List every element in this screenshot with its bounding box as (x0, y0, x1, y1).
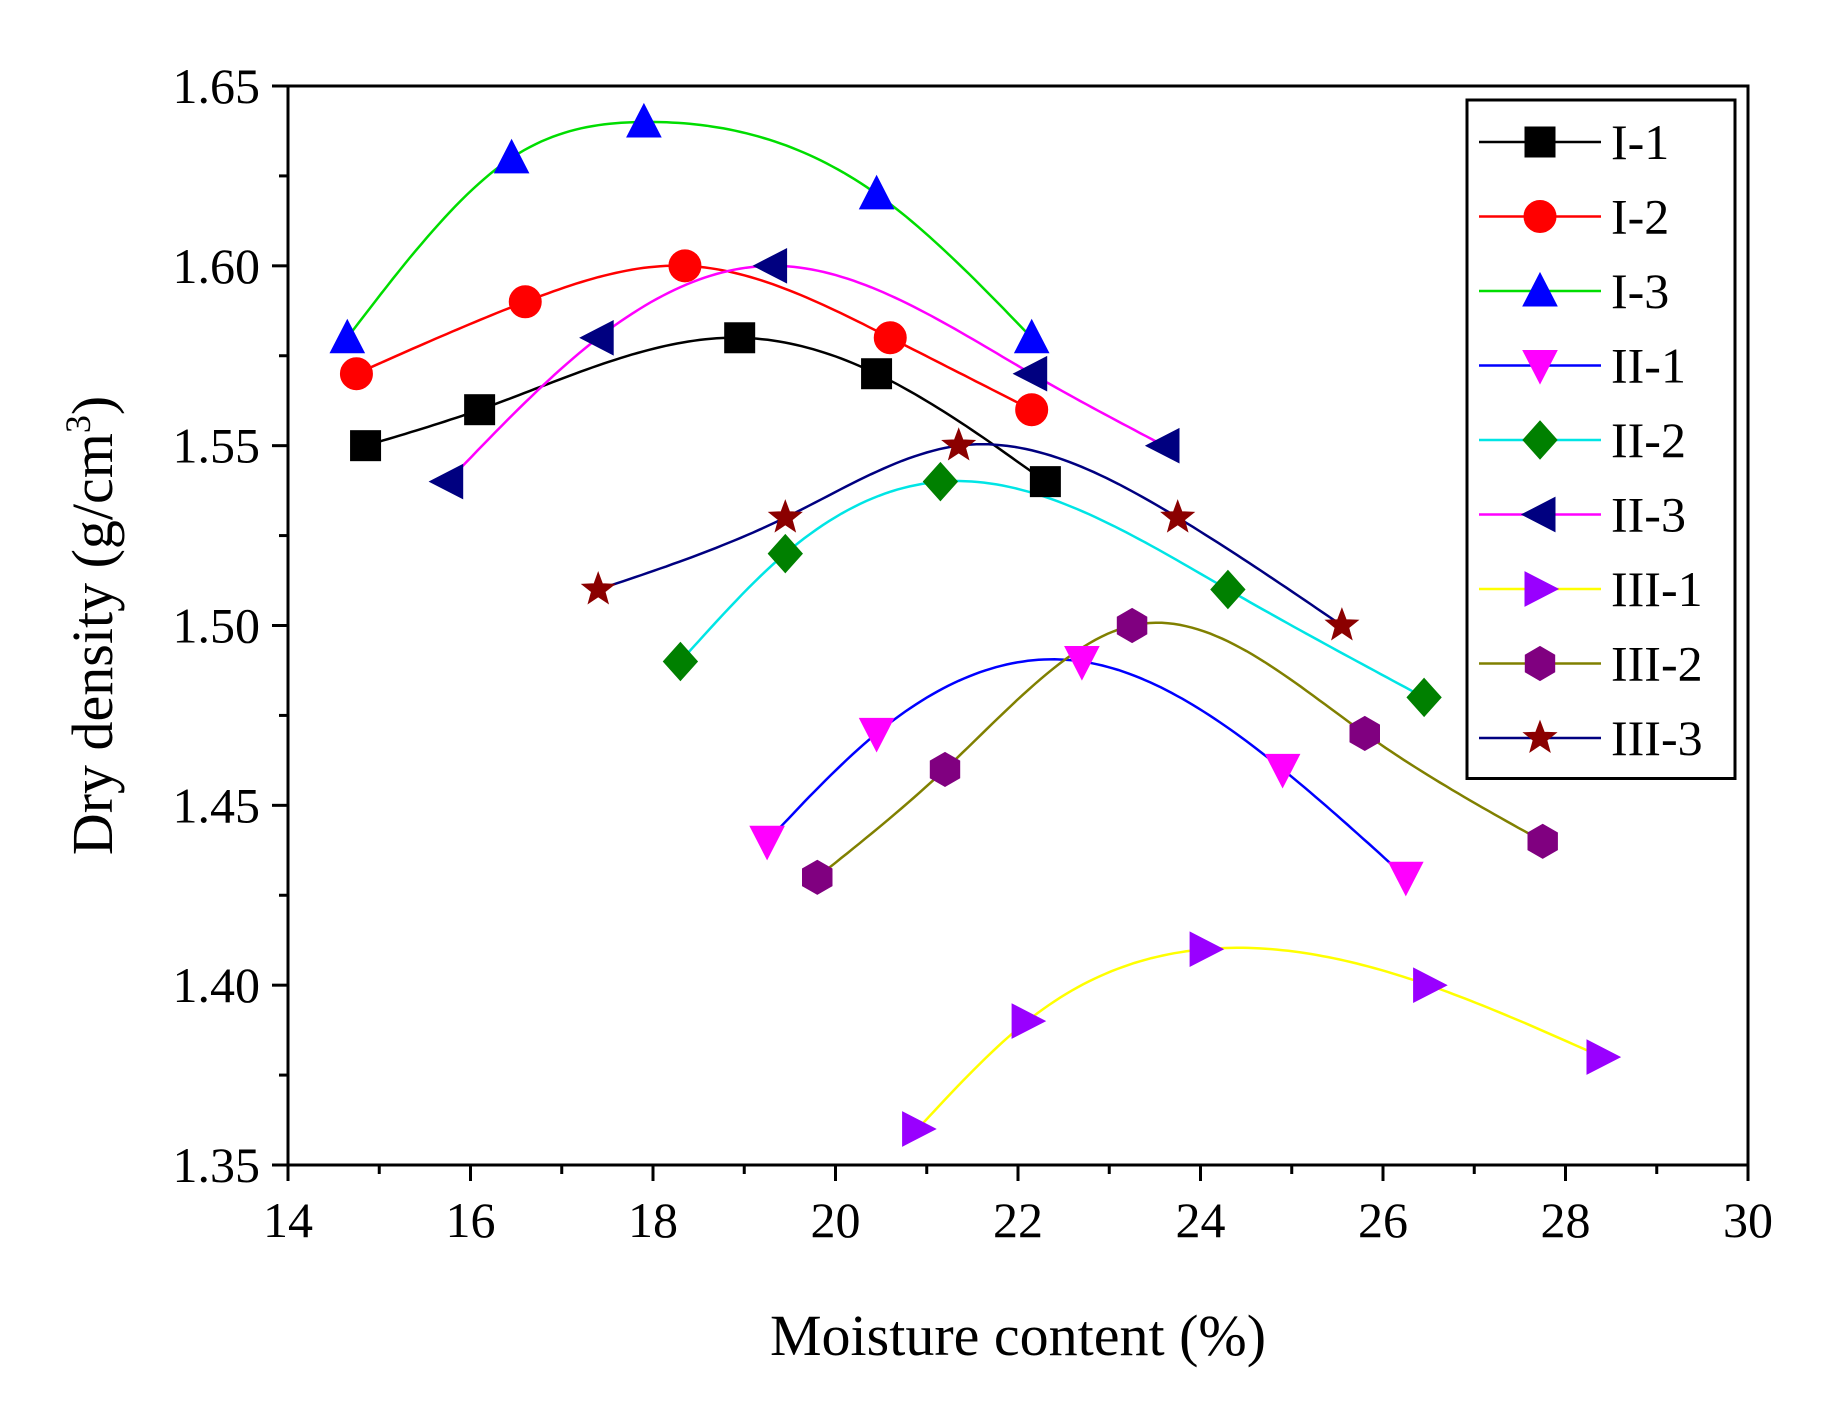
data-point-I-1 (350, 430, 382, 462)
series-line-II-2 (679, 479, 1425, 699)
data-point-III-1 (902, 1111, 937, 1147)
y-tick-label: 1.55 (173, 418, 261, 474)
legend-marker-I-3 (1522, 271, 1558, 307)
x-tick-label: 20 (811, 1192, 861, 1248)
data-point-I-2 (1015, 393, 1049, 427)
data-point-II-3 (428, 463, 464, 500)
data-point-III-1 (1011, 1003, 1047, 1039)
data-point-II-2 (662, 641, 699, 682)
data-point-II-1 (749, 825, 785, 861)
data-point-I-2 (873, 321, 907, 355)
data-point-II-2 (767, 533, 803, 574)
x-tick-label: 30 (1723, 1192, 1773, 1248)
data-point-III-1 (1413, 967, 1448, 1004)
legend: I-1 I-2 I-3 II-1 II-2 II-3 III-1 III-2 III-3 (1465, 98, 1737, 780)
y-axis-label-close: ) (60, 396, 125, 415)
data-point-II-2 (922, 461, 959, 502)
x-tick-label: 18 (628, 1192, 678, 1248)
data-point-III-3 (1324, 607, 1360, 641)
legend-label: III-1 (1611, 561, 1703, 617)
data-point-II-1 (1064, 646, 1100, 681)
legend-item: III-3 (1479, 710, 1703, 766)
data-point-III-1 (1586, 1039, 1622, 1075)
data-point-II-3 (752, 247, 788, 284)
axis-ticks: 14 16 18 20 22 24 26 28 30 1.35 1.40 1.45 1.50 1.55 1.… (173, 58, 1774, 1248)
series-line-I-3 (346, 120, 1033, 339)
markers-layer (329, 102, 1622, 1147)
legend-label: III-3 (1611, 710, 1703, 766)
data-point-II-3 (579, 319, 614, 356)
data-point-II-1 (1387, 861, 1424, 897)
y-axis-label: Dry density (g/cm3) (58, 396, 125, 855)
data-point-I-3 (1013, 318, 1050, 354)
data-point-II-2 (1210, 569, 1246, 610)
data-point-III-2 (1349, 715, 1380, 751)
legend-item: I-2 (1479, 189, 1669, 245)
legend-item: I-1 (1479, 114, 1669, 170)
data-point-III-3 (767, 499, 803, 533)
x-tick-label: 24 (1176, 1192, 1226, 1248)
data-point-I-2 (668, 249, 702, 283)
y-tick-label: 1.50 (173, 598, 261, 654)
data-point-II-1 (858, 717, 895, 753)
legend-item: II-2 (1479, 412, 1686, 468)
legend-marker-II-3 (1520, 496, 1556, 533)
data-point-III-2 (1116, 607, 1148, 644)
data-point-I-1 (464, 394, 496, 426)
data-point-III-2 (802, 859, 833, 895)
legend-item: III-2 (1479, 636, 1703, 692)
legend-marker-II-2 (1522, 420, 1558, 460)
data-point-I-1 (861, 358, 893, 390)
data-point-I-3 (329, 318, 366, 354)
data-point-II-3 (1012, 355, 1048, 392)
data-point-II-2 (1406, 677, 1442, 718)
data-point-II-3 (1144, 427, 1180, 464)
legend-item: II-3 (1479, 487, 1686, 543)
data-point-III-3 (941, 427, 977, 461)
y-tick-label: 1.40 (173, 957, 261, 1013)
data-point-I-3 (493, 138, 530, 174)
data-point-I-3 (858, 174, 895, 210)
legend-label: I-1 (1611, 114, 1669, 170)
y-axis-label-main: Dry density (g/cm (60, 433, 125, 855)
legend-label: I-2 (1611, 189, 1669, 245)
legend-item: I-3 (1479, 263, 1669, 319)
y-tick-label: 1.35 (173, 1137, 261, 1193)
x-tick-label: 14 (263, 1192, 313, 1248)
legend-item: II-1 (1479, 338, 1686, 394)
legend-marker-I-2 (1523, 200, 1557, 233)
legend-label: II-3 (1611, 487, 1686, 543)
y-axis-label-superscript: 3 (58, 415, 98, 433)
x-tick-label: 26 (1358, 1192, 1408, 1248)
legend-label: II-1 (1611, 338, 1686, 394)
x-tick-label: 16 (446, 1192, 496, 1248)
y-tick-label: 1.60 (173, 238, 261, 294)
data-point-I-2 (508, 285, 542, 319)
legend-marker-III-2 (1524, 645, 1556, 682)
legend-marker-III-1 (1524, 571, 1560, 607)
legend-marker-III-3 (1522, 719, 1558, 753)
data-point-I-1 (1029, 466, 1061, 498)
legend-item: III-1 (1479, 561, 1703, 617)
data-point-III-2 (1527, 823, 1558, 859)
x-tick-label: 22 (993, 1192, 1043, 1248)
data-point-I-2 (339, 357, 373, 391)
data-point-I-3 (626, 102, 662, 138)
data-point-I-1 (724, 322, 756, 354)
y-tick-label: 1.45 (173, 777, 261, 833)
x-tick-label: 28 (1541, 1192, 1591, 1248)
y-tick-label: 1.65 (173, 58, 261, 114)
data-point-III-3 (580, 571, 616, 605)
x-axis-label: Moisture content (%) (770, 1303, 1266, 1368)
legend-label: II-2 (1611, 412, 1686, 468)
data-point-III-2 (929, 751, 961, 787)
legend-marker-I-1 (1524, 126, 1556, 158)
data-point-II-1 (1264, 753, 1301, 789)
legend-marker-II-1 (1522, 350, 1558, 385)
data-point-III-1 (1189, 931, 1225, 968)
legend-label: III-2 (1611, 636, 1703, 692)
data-point-III-3 (1160, 499, 1196, 533)
legend-label: I-3 (1611, 263, 1669, 319)
